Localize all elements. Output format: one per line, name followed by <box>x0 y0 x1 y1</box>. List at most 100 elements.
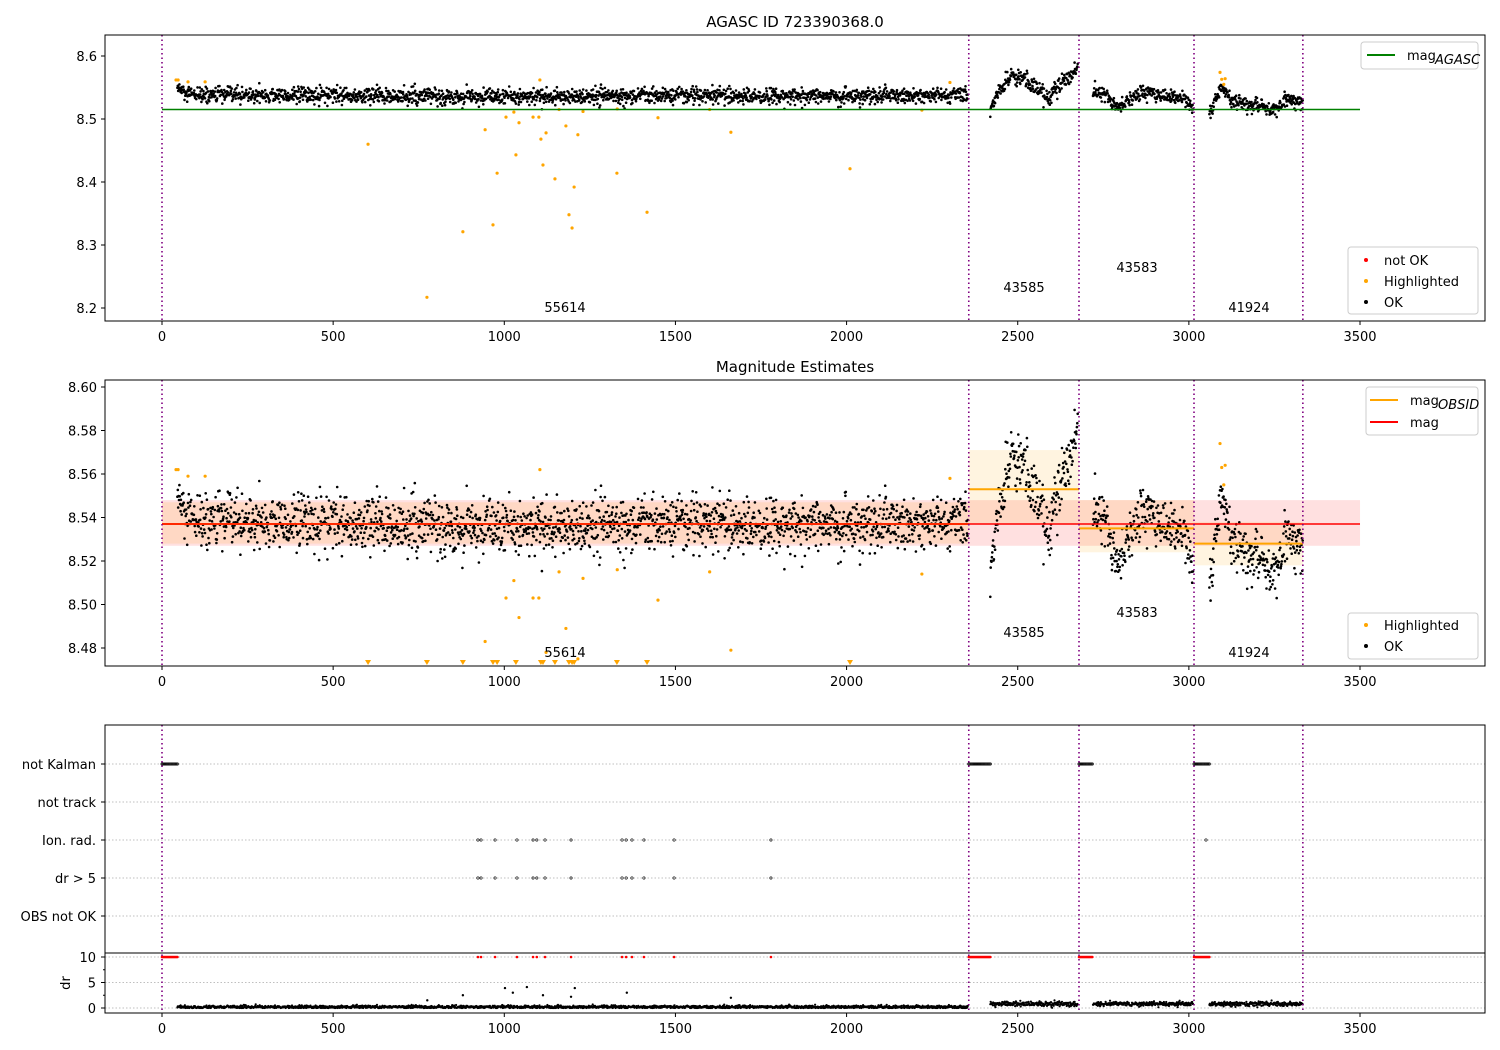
ok-point <box>672 89 675 92</box>
ok-point <box>602 515 605 518</box>
ok-point <box>936 506 940 510</box>
ok-point <box>424 99 427 102</box>
ok-point <box>1074 72 1078 75</box>
ok-point <box>839 533 842 536</box>
ok-point <box>612 99 615 103</box>
ok-point <box>234 97 237 100</box>
ok-point <box>356 98 360 102</box>
ok-point <box>254 504 258 508</box>
ok-point <box>1208 112 1211 116</box>
ok-point <box>484 510 487 513</box>
ok-point <box>241 90 244 94</box>
ok-point <box>232 91 236 94</box>
ok-point <box>741 99 744 103</box>
ok-point <box>179 498 183 502</box>
ok-point <box>740 516 743 520</box>
ok-point <box>715 511 718 515</box>
ok-point <box>495 93 498 96</box>
ok-point <box>1052 492 1056 495</box>
ok-point <box>1019 71 1022 74</box>
ok-point <box>483 538 486 542</box>
ok-point <box>897 535 900 538</box>
ok-point <box>829 534 832 537</box>
ok-point <box>409 533 412 536</box>
ok-point <box>239 553 242 556</box>
ok-point <box>1057 79 1060 82</box>
ok-point <box>734 505 738 508</box>
ok-point <box>442 529 446 532</box>
ok-point <box>615 89 618 93</box>
x-tick-label: 0 <box>158 330 166 345</box>
ok-point <box>626 528 630 532</box>
y-tick-label: 8.5 <box>76 113 97 128</box>
ok-point <box>676 498 679 502</box>
ok-point <box>287 538 290 542</box>
ok-point <box>317 104 321 108</box>
ok-point <box>1009 452 1012 456</box>
ok-point <box>383 549 386 553</box>
ok-point <box>896 516 899 519</box>
ok-point <box>940 537 943 540</box>
highlighted-point <box>461 230 465 234</box>
ok-point <box>279 505 282 509</box>
ok-point <box>1183 97 1187 101</box>
ok-point <box>459 537 463 541</box>
ok-point <box>805 98 809 102</box>
ok-point <box>195 97 198 101</box>
ok-point <box>948 550 952 553</box>
ok-point <box>958 513 962 517</box>
ok-point <box>501 503 505 507</box>
ok-point <box>770 98 773 101</box>
ok-point <box>305 538 309 541</box>
ok-point <box>503 548 507 552</box>
ok-point <box>594 488 597 492</box>
ok-point <box>933 512 937 516</box>
ok-point <box>995 519 999 522</box>
x-tick-label: 500 <box>321 330 346 345</box>
ok-point <box>694 516 698 519</box>
ok-point <box>1163 88 1167 91</box>
ok-point <box>388 513 392 516</box>
ok-point <box>532 496 535 499</box>
ok-point <box>302 494 306 498</box>
ok-point <box>900 540 903 543</box>
ok-point <box>1030 78 1033 81</box>
ok-point <box>203 531 207 535</box>
ok-point <box>1015 450 1018 454</box>
ok-point <box>561 536 565 540</box>
ok-point <box>560 511 563 515</box>
ok-point <box>423 501 426 505</box>
ok-point <box>585 516 589 520</box>
ok-point <box>1033 509 1036 513</box>
ok-point <box>1092 87 1096 90</box>
ok-point <box>876 94 879 98</box>
ok-point <box>198 518 202 522</box>
plot-area-1 <box>162 61 1361 299</box>
ok-point <box>1265 113 1268 116</box>
ok-point <box>1138 94 1141 98</box>
ok-point <box>1015 477 1019 480</box>
ok-point <box>567 92 571 95</box>
ok-point <box>578 516 582 520</box>
ok-point <box>543 527 546 531</box>
ok-point <box>199 508 202 511</box>
ok-point <box>964 509 968 512</box>
ok-point <box>724 516 727 519</box>
ok-point <box>422 533 426 536</box>
ok-point <box>497 98 500 101</box>
ok-point <box>369 556 372 559</box>
ok-point <box>440 94 443 97</box>
ok-point <box>444 100 447 103</box>
ok-point <box>345 96 349 99</box>
ok-point <box>309 509 312 513</box>
ok-point <box>846 517 850 520</box>
ok-point <box>695 501 699 504</box>
ok-point <box>920 543 924 547</box>
ok-point <box>565 530 569 533</box>
ok-point <box>566 507 569 511</box>
ok-point <box>714 541 717 544</box>
ok-point <box>556 91 559 94</box>
ok-point <box>338 518 342 522</box>
ok-point <box>661 95 665 98</box>
ok-point <box>522 512 525 515</box>
